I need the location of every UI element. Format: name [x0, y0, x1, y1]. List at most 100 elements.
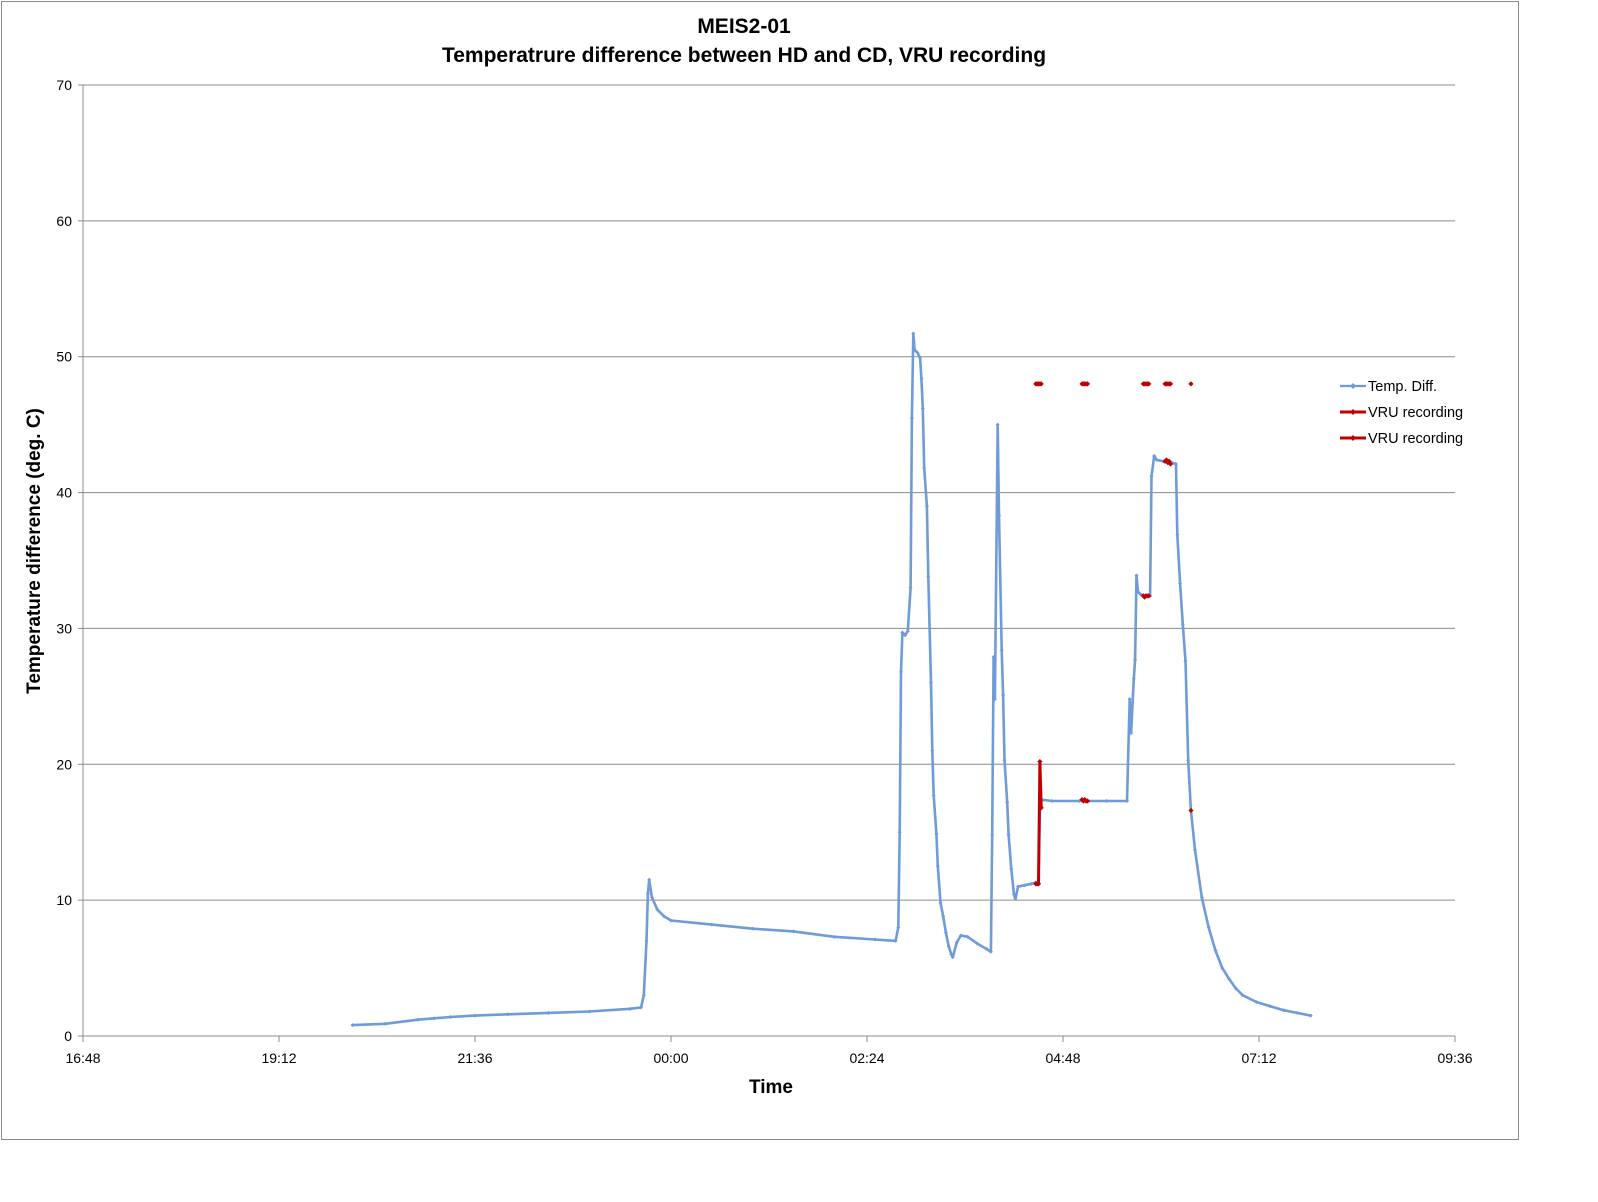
x-tick-label: 19:12	[261, 1050, 296, 1066]
data-point	[1009, 866, 1014, 871]
legend-item-1: Temp. Diff.	[1340, 379, 1437, 395]
data-point	[639, 1005, 644, 1010]
data-point	[649, 895, 654, 900]
data-point	[1199, 895, 1204, 900]
chart-subtitle: Temperatrure difference between HD and C…	[442, 44, 1046, 67]
data-point	[893, 938, 898, 943]
y-tick-label: 60	[56, 213, 72, 229]
data-point	[473, 1013, 477, 1018]
data-point	[669, 918, 673, 923]
data-point	[1180, 622, 1185, 627]
data-point	[995, 422, 1000, 427]
series-2	[1033, 758, 1044, 887]
data-point	[1167, 461, 1174, 467]
data-point	[1183, 659, 1188, 664]
data-point	[546, 1010, 551, 1015]
data-point	[1005, 800, 1010, 805]
y-tick-label: 50	[56, 349, 72, 365]
data-point	[941, 914, 946, 919]
data-point	[984, 947, 989, 952]
x-tick-label: 21:36	[457, 1050, 492, 1066]
data-point	[628, 1006, 633, 1011]
data-point	[1002, 758, 1007, 763]
data-point	[832, 934, 837, 939]
data-point	[448, 1014, 453, 1019]
data-point	[1149, 474, 1154, 479]
x-tick-label: 00:00	[653, 1050, 688, 1066]
data-point	[918, 356, 923, 361]
series-line	[351, 332, 1312, 1027]
series-line	[1034, 760, 1043, 886]
data-point	[899, 669, 904, 674]
data-point	[645, 891, 650, 896]
data-point	[791, 929, 796, 934]
data-point	[1134, 573, 1139, 578]
data-point	[1188, 381, 1194, 387]
y-tick-label: 30	[56, 620, 72, 636]
data-point	[946, 944, 951, 949]
data-point	[1084, 381, 1091, 387]
legend-item-2: VRU recording	[1340, 405, 1463, 421]
data-point	[1001, 692, 1006, 697]
data-point	[1254, 1000, 1259, 1005]
data-point	[1013, 896, 1018, 901]
data-point	[709, 922, 714, 927]
legend-label: VRU recording	[1368, 431, 1463, 447]
legend-label: Temp. Diff.	[1368, 379, 1437, 395]
data-point	[1037, 758, 1043, 765]
data-point	[897, 830, 902, 835]
data-point	[750, 926, 755, 931]
data-point	[1080, 798, 1087, 804]
data-point	[1035, 881, 1042, 887]
series-1	[350, 331, 1313, 1028]
data-point	[900, 630, 905, 635]
y-tick-label: 10	[56, 892, 72, 908]
chart-title: MEIS2-01	[697, 15, 791, 38]
data-point	[1213, 948, 1218, 953]
data-point	[1133, 657, 1138, 662]
data-point	[965, 934, 970, 939]
data-point	[432, 1016, 437, 1021]
data-point	[1186, 758, 1191, 763]
y-tick-label: 40	[56, 485, 72, 501]
data-point	[1146, 593, 1152, 599]
y-tick-labels: 0 10 20 30 40 50 60 70	[56, 77, 72, 1044]
data-point	[383, 1021, 388, 1026]
data-point	[905, 629, 910, 634]
x-tick-label: 02:24	[849, 1050, 884, 1066]
axes	[82, 85, 1455, 1037]
data-point	[1124, 798, 1129, 803]
data-point	[1029, 881, 1034, 886]
data-point	[1193, 847, 1198, 852]
data-point	[934, 831, 939, 836]
data-point	[1131, 676, 1136, 681]
y-axis-title: Temperature difference (deg. C)	[24, 408, 45, 694]
data-point	[909, 415, 914, 420]
data-point	[1006, 832, 1011, 837]
legend: Temp. Diff. VRU recording VRU recording	[1340, 379, 1463, 447]
data-point	[1233, 986, 1238, 991]
y-tick-label: 20	[56, 756, 72, 772]
data-point	[938, 900, 943, 905]
data-point	[920, 406, 925, 411]
data-point	[911, 331, 916, 336]
data-point	[931, 793, 936, 798]
data-point	[1167, 381, 1174, 387]
gridlines	[78, 84, 1455, 1037]
x-tick-label: 07:12	[1241, 1050, 1276, 1066]
legend-swatch-marker	[1350, 435, 1356, 441]
data-point	[662, 914, 667, 919]
data-point	[1022, 883, 1027, 888]
y-tick-label: 0	[64, 1028, 72, 1044]
data-point	[1240, 993, 1245, 998]
data-point	[999, 648, 1004, 653]
plot-area	[350, 331, 1313, 1028]
line-chart: MEIS2-01 Temperatrure difference between…	[24, 15, 1473, 1098]
legend-label: VRU recording	[1368, 405, 1463, 421]
legend-swatch-marker	[1350, 383, 1356, 389]
data-point	[655, 907, 660, 912]
data-point	[943, 930, 948, 935]
data-point	[915, 350, 920, 355]
data-point	[926, 574, 931, 579]
data-point	[928, 680, 933, 685]
